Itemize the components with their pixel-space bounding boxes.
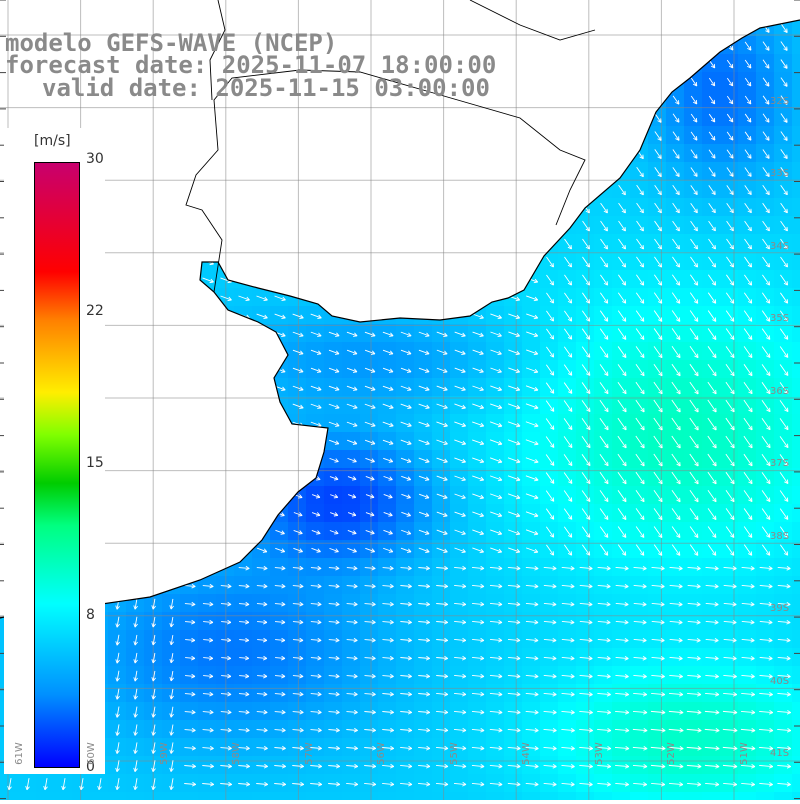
lon-label: 54W <box>521 742 532 765</box>
lat-label: 33S <box>770 168 789 179</box>
colorbar-tick-22: 22 <box>86 303 104 319</box>
lat-label: 34S <box>770 241 789 252</box>
lon-label: 60W <box>86 742 97 765</box>
lon-label: 56W <box>376 742 387 765</box>
lat-label: 32S <box>770 96 789 107</box>
lat-label: 39S <box>770 603 789 614</box>
lon-label: 58W <box>231 742 242 765</box>
colorbar-tick-8: 8 <box>86 607 95 623</box>
lon-label: 53W <box>594 742 605 765</box>
lon-label: 51W <box>739 742 750 765</box>
lon-label: 57W <box>304 742 315 765</box>
colorbar-tick-15: 15 <box>86 455 104 471</box>
lon-label: 52W <box>666 742 677 765</box>
lon-label: 61W <box>14 742 25 765</box>
lat-label: 35S <box>770 313 789 324</box>
lon-label: 55W <box>449 742 460 765</box>
lat-label: 36S <box>770 386 789 397</box>
lat-label: 41S <box>770 748 789 759</box>
lon-label: 59W <box>159 742 170 765</box>
lat-label: 40S <box>770 676 789 687</box>
colorbar <box>34 162 80 768</box>
lat-label: 37S <box>770 458 789 469</box>
colorbar-units: [m/s] <box>34 133 71 149</box>
colorbar-tick-30: 30 <box>86 151 104 167</box>
lat-label: 38S <box>770 531 789 542</box>
